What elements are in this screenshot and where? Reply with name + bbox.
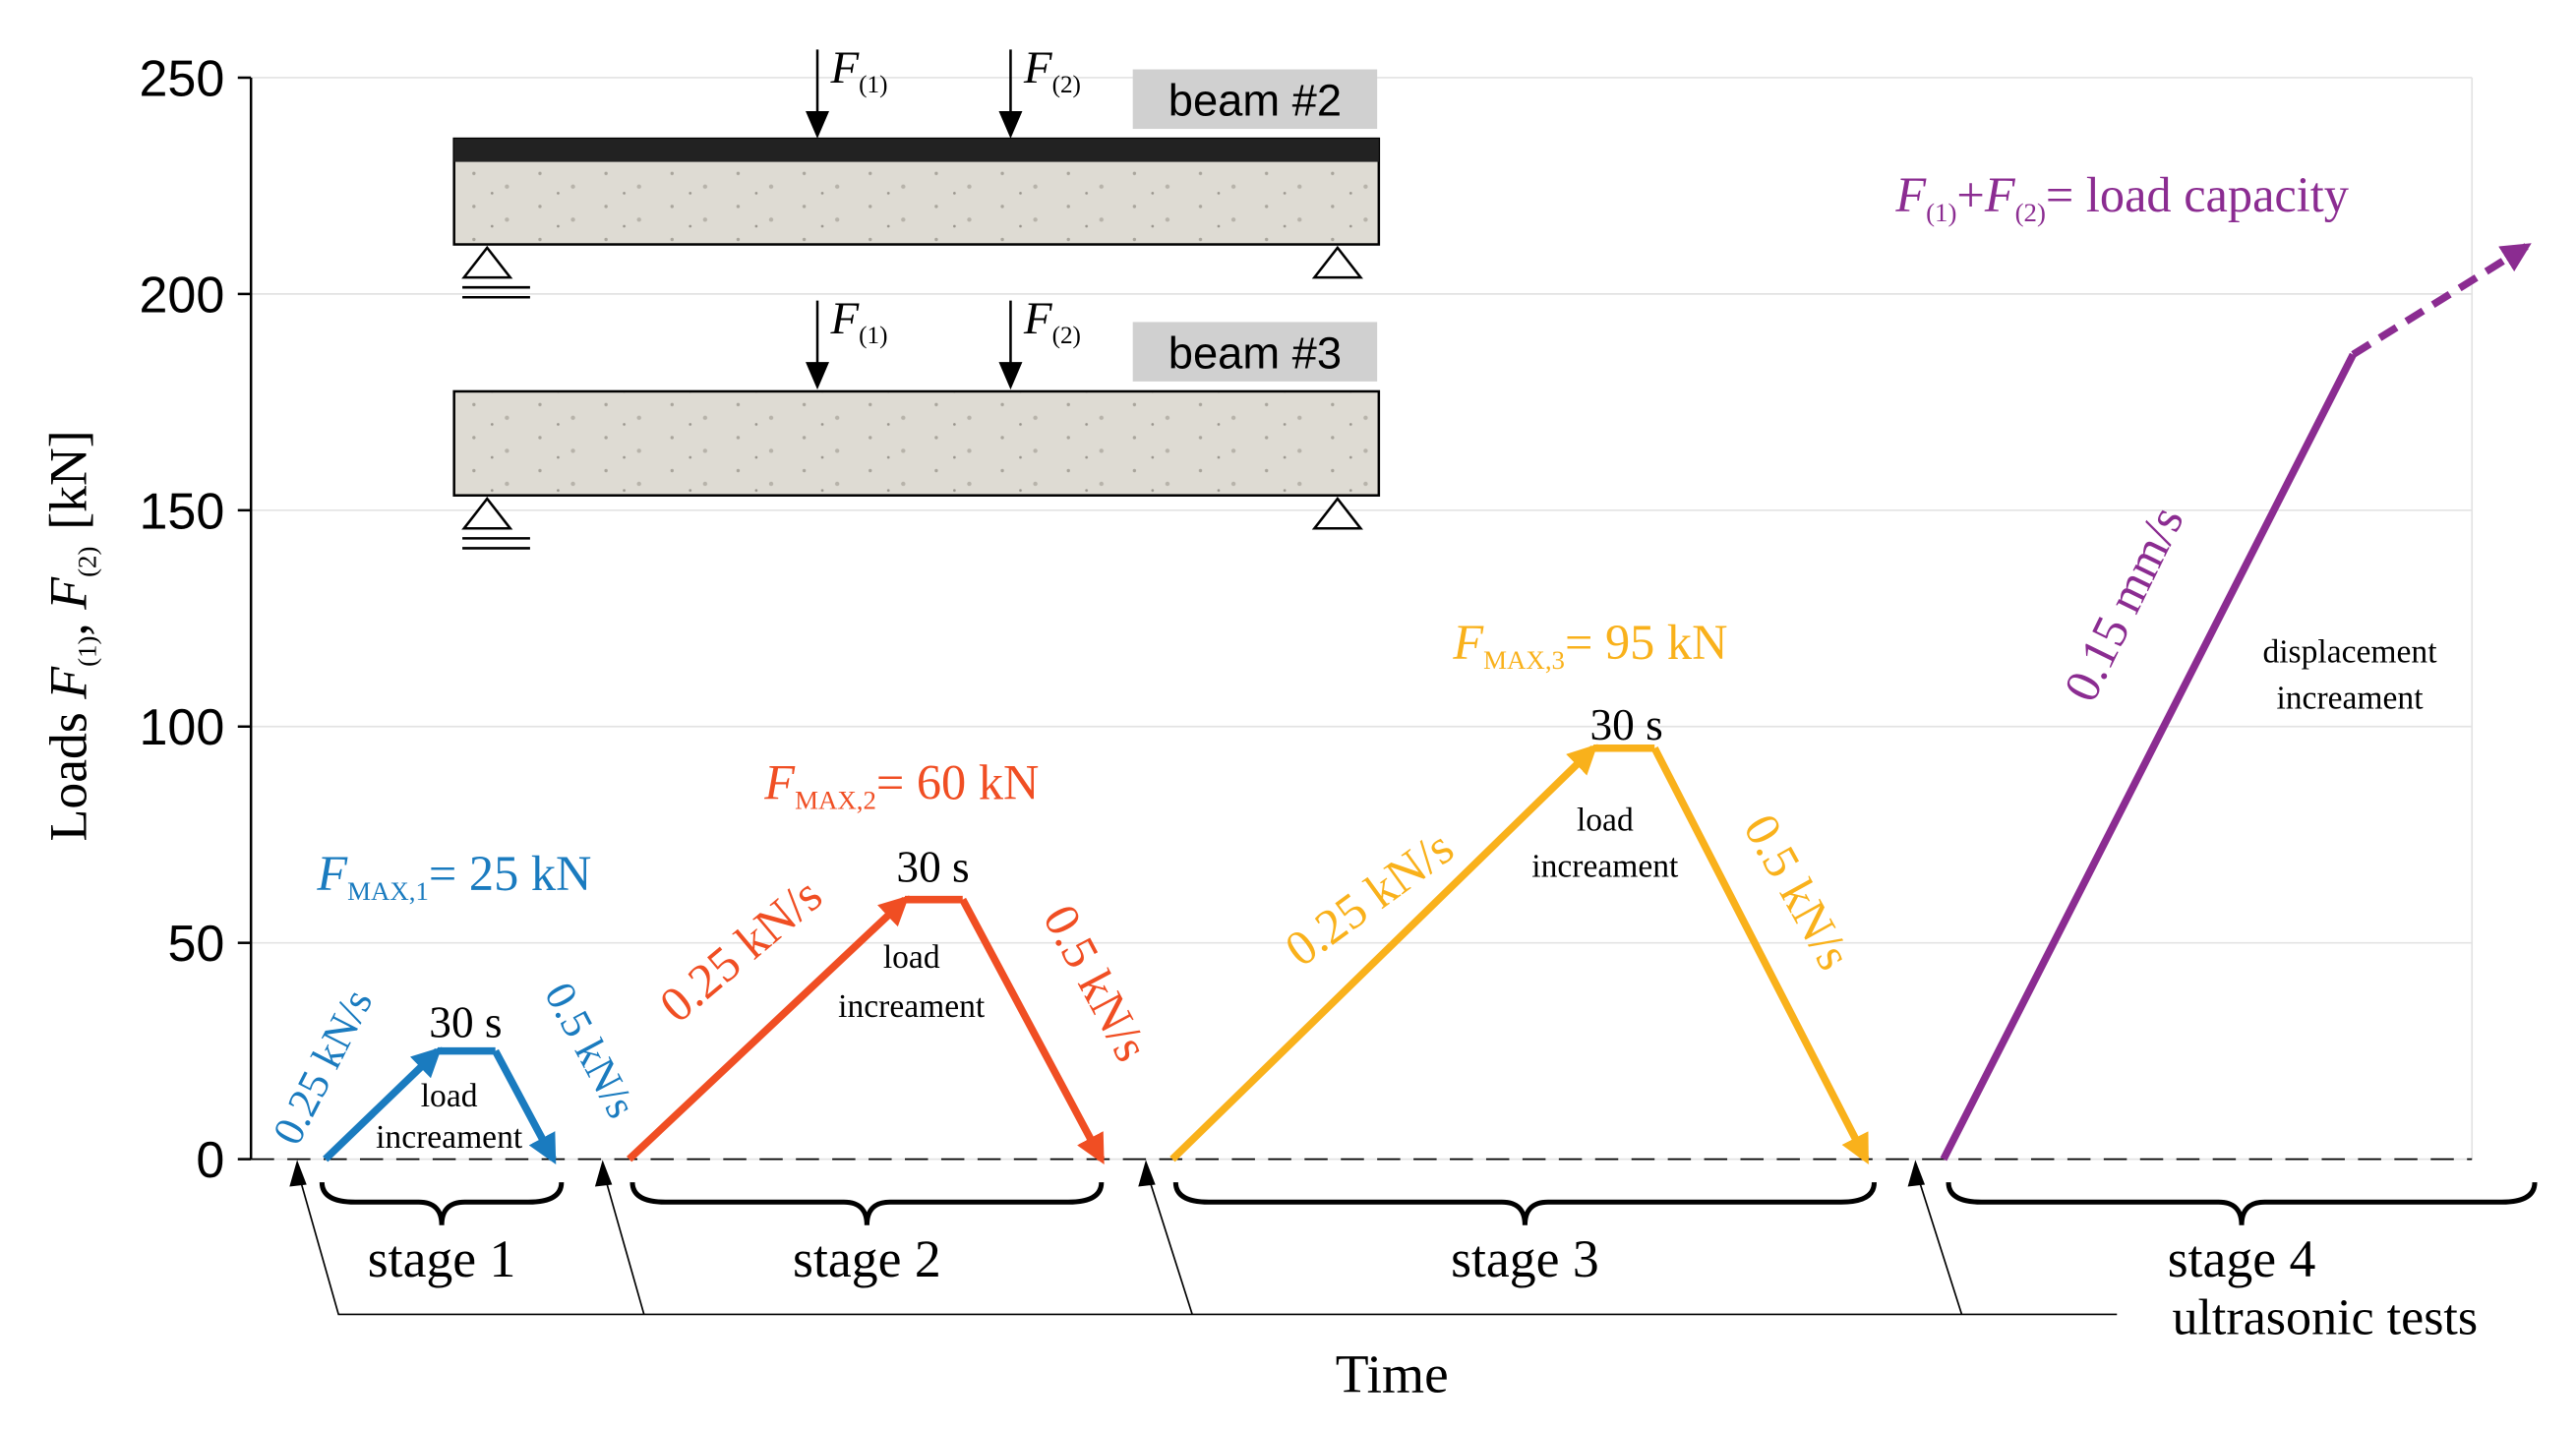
label-box	[1132, 69, 1378, 130]
note: load	[883, 939, 940, 976]
note: load	[421, 1078, 478, 1114]
load-path	[323, 1046, 443, 1162]
force-label: F(1)	[829, 42, 887, 98]
y-tick-label: 100	[140, 699, 225, 756]
force-arrows	[806, 49, 1023, 390]
brace	[1172, 1181, 1878, 1225]
load-path	[492, 1048, 557, 1164]
rate-label: 0.5 kN/s	[535, 975, 645, 1125]
brace	[1946, 1181, 2538, 1225]
ultrasonic-pointers	[289, 1160, 2118, 1316]
load-path	[1940, 352, 2357, 1162]
force-label: F(1)	[829, 293, 887, 349]
x-axis-label: Time	[1336, 1343, 1449, 1403]
note: increament	[2276, 680, 2424, 716]
force-label: F(2)	[1023, 293, 1081, 349]
stage-label: stage 1	[368, 1229, 516, 1288]
hold-label: 30 s	[1590, 700, 1663, 749]
beam-drawing: beam #2 beam #3 F(1) F(2) F(1) F(2)	[452, 42, 1381, 550]
note: load	[1577, 803, 1634, 839]
brace	[629, 1181, 1105, 1225]
stage-label: stage 4	[2168, 1229, 2316, 1288]
stage-label: stage 3	[1451, 1229, 1599, 1288]
hold-label: 30 s	[429, 997, 502, 1046]
fmax-label: FMAX,1= 25 kN	[316, 846, 591, 906]
load-path	[627, 895, 910, 1162]
ultrasonic-label: ultrasonic tests	[2172, 1290, 2478, 1346]
load-path	[1169, 744, 1598, 1162]
rate-label: 0.15 mm/s	[2053, 498, 2194, 710]
load-path	[2351, 243, 2532, 358]
rate-label: 0.5 kN/s	[1033, 896, 1161, 1070]
note: displacement	[2262, 633, 2437, 670]
capacity-label: F(1)+F(2)= load capacity	[1894, 167, 2349, 227]
y-tick-label: 0	[196, 1132, 224, 1189]
supports	[461, 245, 1363, 550]
y-tick-label: 50	[167, 916, 224, 973]
load-path	[959, 897, 1106, 1164]
rate-label: 0.25 kN/s	[649, 866, 832, 1033]
force-label: F(2)	[1023, 42, 1081, 98]
y-axis-label: Loads F(1), F(2)[kN]	[38, 430, 101, 841]
fmax-label: FMAX,2= 60 kN	[763, 755, 1039, 815]
note: increament	[376, 1119, 523, 1156]
beam-label: beam #2	[1168, 76, 1342, 126]
note: increament	[838, 988, 986, 1025]
beam	[452, 389, 1381, 497]
load-path	[1650, 746, 1870, 1164]
brace	[319, 1181, 565, 1225]
y-tick-label: 250	[140, 50, 225, 107]
label-box	[1132, 322, 1378, 382]
beam-label: beam #3	[1168, 328, 1342, 378]
stage-label: stage 2	[793, 1229, 941, 1288]
note: increament	[1531, 849, 1679, 885]
rate-label: 0.5 kN/s	[1733, 805, 1863, 979]
beam-plate	[453, 139, 1379, 162]
y-tick-label: 200	[140, 267, 225, 324]
hold-label: 30 s	[896, 843, 969, 892]
y-tick-label: 150	[140, 483, 225, 540]
fmax-label: FMAX,3= 95 kN	[1452, 615, 1727, 675]
